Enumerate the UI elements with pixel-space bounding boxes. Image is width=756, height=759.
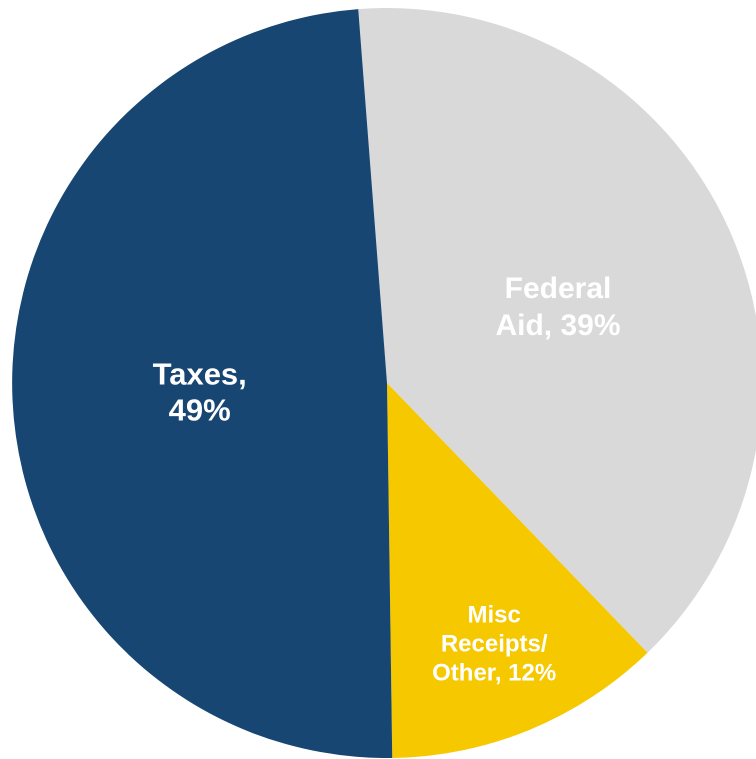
pie-label-line: Receipts/ <box>441 630 548 657</box>
pie-label-line: Misc <box>468 601 521 628</box>
slices-layer <box>12 8 756 758</box>
pie-label-line: Taxes, <box>153 356 247 391</box>
pie-slice-federal-aid <box>358 8 756 653</box>
pie-slice-taxes <box>12 9 393 758</box>
pie-label-line: 49% <box>169 392 231 427</box>
pie-label-misc-receipts-other: Misc Receipts/Other, 12% <box>432 601 556 686</box>
pie-label-line: Other, 12% <box>432 659 556 686</box>
labels-layer: Federal Aid, 39% Misc Receipts/Other, 12% Ta… <box>153 272 621 686</box>
pie-label-federal-aid: Federal Aid, 39% <box>495 272 620 342</box>
pie-slice-misc-receipts-other <box>387 383 648 758</box>
pie-label-line: Federal <box>505 272 612 305</box>
pie-label-line: Aid, 39% <box>495 309 620 342</box>
pie-label-taxes: Taxes, 49% <box>153 356 247 427</box>
